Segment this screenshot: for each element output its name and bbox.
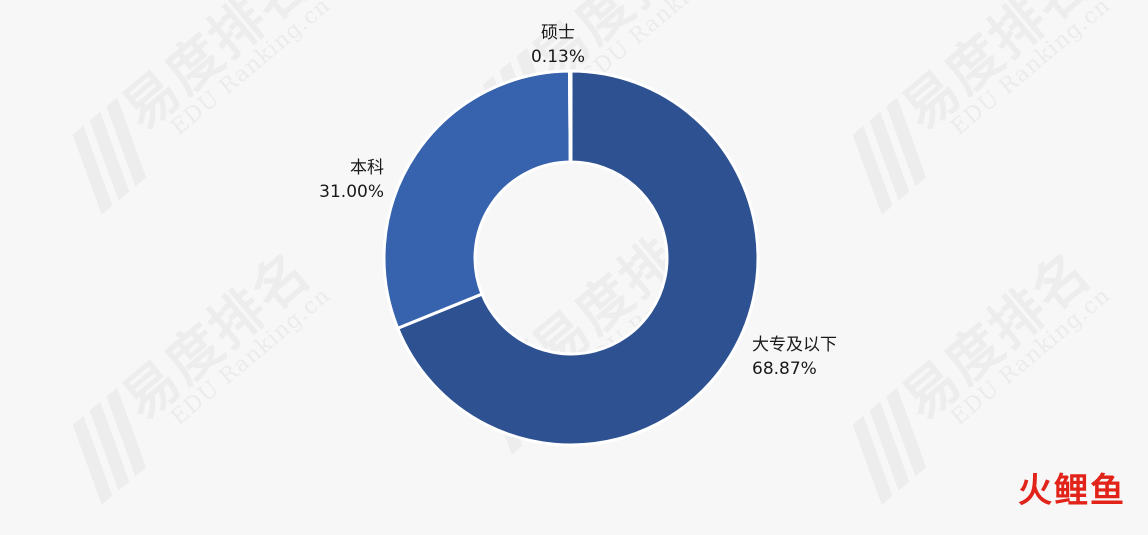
donut-slice-1 bbox=[382, 69, 572, 331]
slice-value-label-2: 0.13% bbox=[531, 47, 585, 67]
donut-slice-2 bbox=[567, 69, 573, 164]
slice-label-0: 大专及以下 bbox=[752, 335, 837, 355]
slice-label-1: 本科 bbox=[350, 158, 384, 178]
corner-brand-logo: 火鲤鱼 bbox=[1018, 471, 1126, 511]
donut-slice-0 bbox=[395, 69, 760, 447]
slice-value-label-1: 31.00% bbox=[319, 182, 384, 202]
donut-chart: 大专及以下 68.87% 本科 31.00% 硕士 0.13% bbox=[319, 23, 837, 447]
slice-label-2: 硕士 bbox=[541, 23, 575, 43]
slice-value-label-0: 68.87% bbox=[752, 359, 817, 379]
